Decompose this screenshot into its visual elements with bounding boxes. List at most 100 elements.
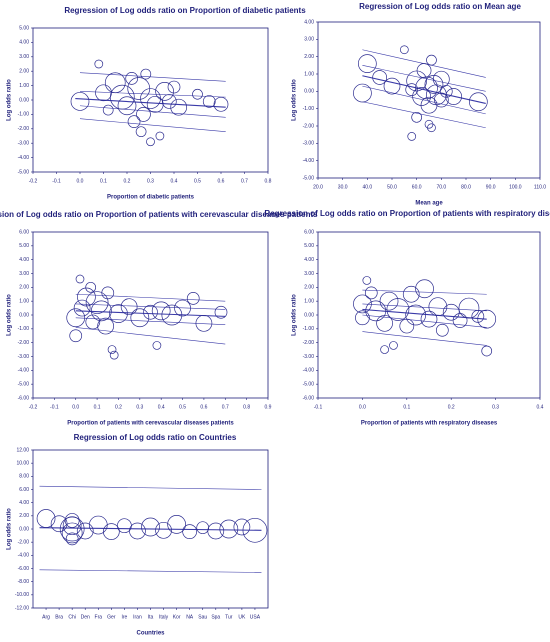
y-tick-label: 12.00 (16, 447, 29, 453)
chart-title: Regression of Log odds ratio on Proporti… (0, 210, 318, 219)
x-axis-label: Proportion of patients with respiratory … (361, 421, 498, 427)
y-tick-label: 2.00 (19, 513, 29, 519)
x-tick-label: Ita (148, 614, 154, 620)
bubble (386, 298, 410, 321)
regression-line (362, 331, 487, 346)
bubble (161, 304, 183, 326)
y-tick-label: 6.00 (19, 229, 29, 235)
x-tick-label: 0.0 (359, 404, 366, 410)
y-tick-label: -8.00 (18, 579, 30, 585)
x-tick-label: 0.8 (243, 404, 250, 410)
y-tick-label: -3.00 (18, 141, 30, 147)
regression-line (39, 527, 262, 531)
x-tick-label: 90.0 (486, 184, 496, 190)
bubble (136, 107, 151, 122)
x-tick-label: 40.0 (362, 184, 372, 190)
regression-line (79, 118, 226, 132)
bubble (445, 88, 463, 105)
x-tick-label: 0.3 (147, 178, 154, 184)
y-tick-label: -6.00 (303, 395, 315, 401)
y-tick-label: -1.00 (18, 112, 30, 118)
bubble (362, 276, 372, 285)
bubble (427, 123, 436, 133)
x-axis-label: Proportion of patients with cerevascular… (67, 421, 234, 427)
x-tick-label: -0.2 (29, 404, 38, 410)
x-tick-label: USA (250, 614, 261, 620)
x-tick-label: 0.7 (241, 178, 248, 184)
bubble (435, 323, 449, 337)
x-tick-label: 0.1 (100, 178, 107, 184)
bubble (207, 522, 225, 540)
bubble (477, 309, 497, 329)
y-tick-label: -6.00 (18, 395, 30, 401)
y-tick-label: -4.00 (303, 368, 315, 374)
y-tick-label: -2.00 (303, 340, 315, 346)
y-tick-label: -4.00 (18, 553, 30, 559)
bubble (76, 522, 94, 540)
y-tick-label: 0.00 (19, 526, 29, 532)
bubble (471, 310, 485, 323)
bubble (365, 300, 387, 322)
bubble (109, 84, 135, 110)
regression-line (39, 569, 262, 573)
y-tick-label: -5.00 (18, 381, 30, 387)
y-tick-label: 4.00 (304, 19, 314, 25)
x-tick-label: 0.4 (537, 404, 544, 410)
y-tick-label: 5.00 (304, 243, 314, 249)
regression-line (75, 327, 226, 345)
bubble (70, 92, 90, 111)
bubble (69, 329, 83, 343)
y-tick-label: -3.00 (18, 354, 30, 360)
bubble (242, 517, 268, 543)
bubble (130, 308, 150, 328)
regression-line (75, 303, 226, 310)
bubble (120, 298, 138, 316)
bubble (426, 54, 437, 66)
x-tick-label: Spa (211, 614, 220, 620)
bubble (379, 291, 399, 311)
chart-title: Regression of Log odds ratio on Proporti… (64, 6, 306, 15)
y-tick-label: 0.00 (304, 312, 314, 318)
bubble (141, 517, 160, 537)
x-tick-label: 0.3 (136, 404, 143, 410)
x-tick-label: UK (238, 614, 246, 620)
bubble (109, 304, 128, 323)
bubble (372, 70, 388, 85)
y-tick-label: 0.00 (19, 312, 29, 318)
y-tick-label: 2.00 (304, 285, 314, 291)
x-axis-label: Mean age (415, 201, 443, 207)
bubble (452, 313, 468, 328)
bubble (186, 292, 200, 305)
y-tick-label: 1.00 (304, 298, 314, 304)
bubble (405, 304, 427, 326)
bubble (73, 299, 91, 317)
bubble (420, 310, 438, 328)
bubble (151, 301, 171, 321)
regression-line (362, 303, 487, 312)
bubble (353, 83, 372, 103)
y-axis-label: Log odds ratio (7, 79, 13, 121)
bubble (102, 104, 114, 116)
x-tick-label: Tur (225, 614, 233, 620)
x-tick-label: 0.2 (448, 404, 455, 410)
bubble (442, 303, 460, 321)
y-tick-label: 6.00 (304, 229, 314, 235)
x-tick-label: Arg (42, 614, 50, 620)
y-tick-label: -2.00 (303, 123, 315, 129)
chart-title: Regression of Log odds ratio on Proporti… (264, 209, 550, 218)
y-tick-label: -4.00 (18, 155, 30, 161)
regression-line (79, 105, 226, 118)
bubble (95, 84, 112, 102)
y-axis-label: Log odds ratio (7, 294, 13, 336)
y-tick-label: 4.00 (19, 40, 29, 46)
x-tick-label: 0.2 (124, 178, 131, 184)
plot-area (317, 21, 541, 179)
y-tick-label: 4.00 (304, 257, 314, 263)
bubble (50, 515, 68, 533)
x-tick-label: 0.1 (94, 404, 101, 410)
regression-line (75, 293, 226, 302)
bubble (117, 96, 137, 116)
y-tick-label: 8.00 (19, 474, 29, 480)
bubble (357, 54, 377, 73)
x-tick-label: 60.0 (412, 184, 422, 190)
